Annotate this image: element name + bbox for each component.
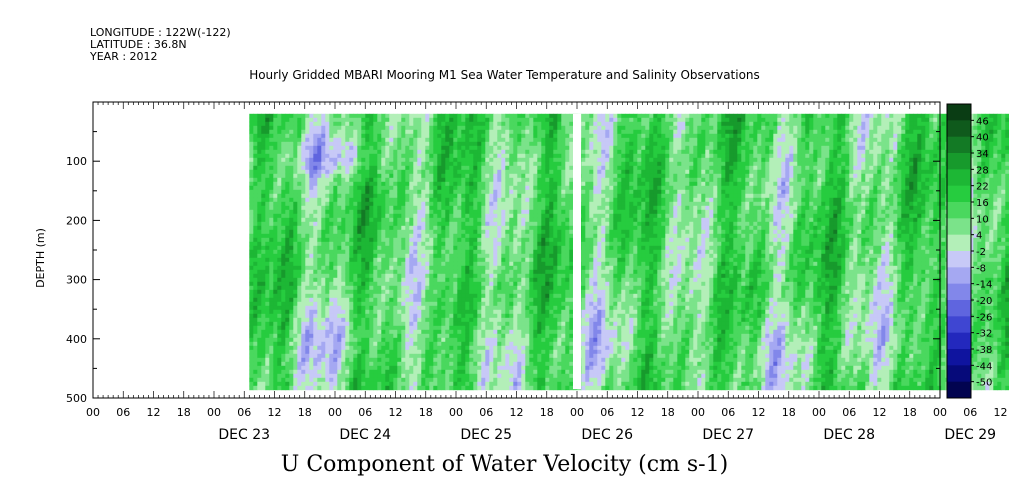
colorbar-band bbox=[947, 300, 971, 317]
x-tick-label: 18 bbox=[661, 406, 675, 419]
x-day-label: DEC 28 bbox=[823, 427, 875, 443]
x-tick-label: 06 bbox=[963, 406, 977, 419]
colorbar-band bbox=[947, 283, 971, 301]
x-tick-label: 18 bbox=[540, 406, 554, 419]
colorbar-band bbox=[947, 381, 971, 399]
colorbar-band bbox=[947, 185, 971, 203]
x-tick-label: 06 bbox=[721, 406, 735, 419]
x-tick-label: 18 bbox=[177, 406, 191, 419]
colorbar-label: -2 bbox=[976, 247, 986, 258]
y-tick-label: 100 bbox=[66, 155, 87, 168]
x-tick-label: 12 bbox=[147, 406, 161, 419]
x-tick-label: 12 bbox=[268, 406, 282, 419]
heatmap-area bbox=[249, 113, 1009, 391]
x-day-label: DEC 24 bbox=[339, 427, 391, 443]
colorbar-band bbox=[947, 267, 971, 285]
latitude-label: LATITUDE : 36.8N bbox=[90, 38, 187, 51]
colorbar-band bbox=[947, 120, 971, 138]
colorbar-band bbox=[947, 153, 971, 170]
colorbar-band bbox=[947, 136, 971, 154]
colorbar-band bbox=[947, 332, 971, 350]
colorbar-band bbox=[947, 104, 971, 121]
x-tick-label: 06 bbox=[479, 406, 493, 419]
x-tick-label: 12 bbox=[752, 406, 766, 419]
x-day-label: DEC 23 bbox=[218, 427, 270, 443]
x-tick-label: 12 bbox=[873, 406, 887, 419]
x-tick-label: 06 bbox=[116, 406, 130, 419]
x-tick-label: 06 bbox=[358, 406, 372, 419]
x-tick-label: 12 bbox=[631, 406, 645, 419]
colorbar-band bbox=[947, 169, 971, 187]
colorbar-band bbox=[947, 218, 971, 236]
colorbar-label: 16 bbox=[976, 198, 989, 209]
colorbar-label: 28 bbox=[976, 165, 989, 176]
x-tick-label: 12 bbox=[389, 406, 403, 419]
colorbar-label: -26 bbox=[976, 312, 992, 323]
longitude-label: LONGITUDE : 122W(-122) bbox=[90, 26, 231, 39]
heatmap-cells bbox=[249, 113, 1009, 391]
colorbar-band bbox=[947, 234, 971, 252]
colorbar-label: 40 bbox=[976, 133, 989, 144]
x-tick-label: 18 bbox=[903, 406, 917, 419]
x-tick-label: 12 bbox=[510, 406, 524, 419]
x-day-label: DEC 27 bbox=[702, 427, 754, 443]
colorbar-band bbox=[947, 316, 971, 334]
colorbar-label: -50 bbox=[976, 378, 992, 389]
x-tick-label: 06 bbox=[600, 406, 614, 419]
colorbar-label: 22 bbox=[976, 182, 989, 193]
x-day-label: DEC 25 bbox=[460, 427, 512, 443]
x-tick-label: 06 bbox=[842, 406, 856, 419]
x-tick-label: 18 bbox=[419, 406, 433, 419]
colorbar: 46 40 34 28 22 16 10 4 -2 -8 -14 -20 -26 -32 -38 -44 -50 bbox=[946, 103, 992, 399]
colorbar-label: 10 bbox=[976, 214, 989, 225]
y-tick-label: 300 bbox=[66, 274, 87, 287]
colorbar-label: -20 bbox=[976, 296, 992, 307]
x-tick-label: 18 bbox=[298, 406, 312, 419]
x-tick-label: 00 bbox=[449, 406, 463, 419]
x-tick-label: 12 bbox=[994, 406, 1008, 419]
x-tick-label: 18 bbox=[782, 406, 796, 419]
x-tick-label: 06 bbox=[237, 406, 251, 419]
colorbar-label: -44 bbox=[976, 361, 992, 372]
y-tick-label: 500 bbox=[66, 392, 87, 405]
chart-title: Hourly Gridded MBARI Mooring M1 Sea Wate… bbox=[249, 68, 760, 82]
x-tick-label: 00 bbox=[570, 406, 584, 419]
x-axis-title: U Component of Water Velocity (cm s-1) bbox=[280, 452, 729, 477]
colorbar-band bbox=[947, 202, 971, 219]
x-day-label: DEC 29 bbox=[944, 427, 996, 443]
x-tick-label: 00 bbox=[328, 406, 342, 419]
colorbar-label: -38 bbox=[976, 345, 992, 356]
colorbar-label: 46 bbox=[976, 116, 989, 127]
x-tick-label: 00 bbox=[207, 406, 221, 419]
x-tick-label: 00 bbox=[86, 406, 100, 419]
colorbar-label: -14 bbox=[976, 280, 992, 291]
x-day-label: DEC 26 bbox=[581, 427, 633, 443]
x-tick-label: 00 bbox=[812, 406, 826, 419]
colorbar-label: -8 bbox=[976, 263, 986, 274]
data-gap bbox=[573, 113, 581, 390]
colorbar-band bbox=[947, 349, 971, 366]
colorbar-label: 34 bbox=[976, 149, 989, 160]
y-tick-label: 400 bbox=[66, 333, 87, 346]
x-tick-label: 00 bbox=[691, 406, 705, 419]
y-axis-label: DEPTH (m) bbox=[34, 228, 47, 288]
colorbar-band bbox=[947, 365, 971, 383]
year-label: YEAR : 2012 bbox=[90, 50, 158, 63]
y-tick-label: 200 bbox=[66, 214, 87, 227]
x-tick-label: 00 bbox=[933, 406, 947, 419]
colorbar-label: -32 bbox=[976, 329, 992, 340]
colorbar-label: 4 bbox=[976, 231, 982, 242]
colorbar-band bbox=[947, 251, 971, 268]
